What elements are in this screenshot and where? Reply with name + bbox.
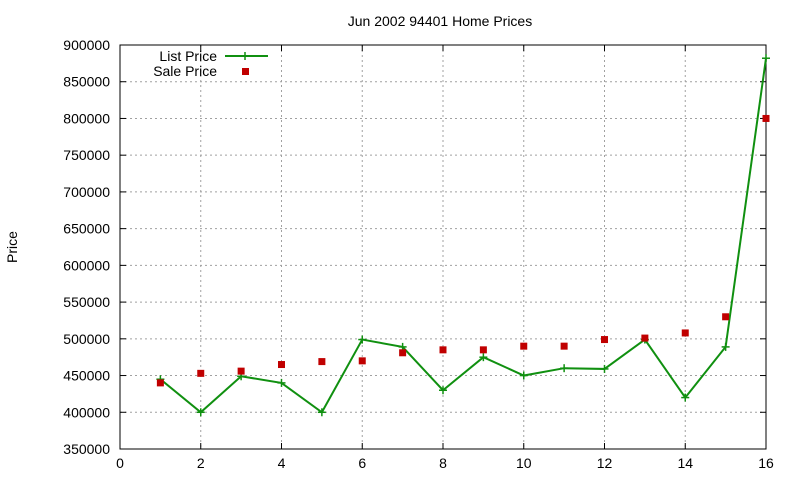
legend-label-sale-price: Sale Price xyxy=(153,63,217,79)
list-price-point xyxy=(560,364,569,373)
sale-price-point xyxy=(560,342,568,350)
legend-label-list-price: List Price xyxy=(159,48,217,64)
y-tick-label: 750000 xyxy=(63,147,110,163)
y-tick-label: 500000 xyxy=(63,331,110,347)
sale-price-point xyxy=(237,367,245,375)
list-price-point xyxy=(317,408,326,417)
sale-price-point xyxy=(722,313,730,321)
x-tick-label: 6 xyxy=(358,455,366,471)
y-tick-label: 650000 xyxy=(63,221,110,237)
x-tick-label: 0 xyxy=(116,455,124,471)
sale-price-point xyxy=(641,334,649,342)
sale-price-point xyxy=(601,336,608,344)
list-price-point xyxy=(721,342,730,351)
x-tick-label: 12 xyxy=(597,455,613,471)
x-tick-label: 16 xyxy=(758,455,774,471)
series xyxy=(156,54,770,417)
list-price-point xyxy=(519,371,528,380)
list-price-point xyxy=(762,54,770,63)
sale-price-point xyxy=(520,342,528,350)
x-tick-label: 8 xyxy=(439,455,447,471)
list-price-point xyxy=(479,353,488,362)
y-tick-label: 800000 xyxy=(63,110,110,126)
list-price-point xyxy=(439,386,447,395)
legend-marker-list-price xyxy=(241,52,249,60)
sale-price-point xyxy=(479,346,487,354)
sale-price-point xyxy=(197,369,205,377)
y-tick-label: 600000 xyxy=(63,257,110,273)
y-tick-label: 550000 xyxy=(63,294,110,310)
list-price-point xyxy=(196,408,205,417)
y-tick-label: 400000 xyxy=(63,404,110,420)
y-axis-label: Price xyxy=(4,231,20,263)
list-price-line xyxy=(159,58,767,414)
sale-price-point xyxy=(318,358,326,366)
list-price-point xyxy=(681,393,690,402)
x-tick-label: 4 xyxy=(278,455,286,471)
x-tick-label: 10 xyxy=(516,455,532,471)
x-tick-label: 14 xyxy=(677,455,693,471)
sale-price-point xyxy=(156,379,164,387)
list-price-point xyxy=(358,335,367,344)
y-tick-label: 450000 xyxy=(63,368,110,384)
y-tick-label: 900000 xyxy=(63,37,110,53)
sale-price-point xyxy=(399,349,407,357)
sale-price-point xyxy=(681,329,689,337)
x-tick-label: 2 xyxy=(197,455,205,471)
y-tick-label: 850000 xyxy=(63,74,110,90)
legend: List Price Sale Price xyxy=(153,48,268,79)
chart-title: Jun 2002 94401 Home Prices xyxy=(348,13,532,29)
legend-marker-sale-price xyxy=(242,68,249,75)
y-tick-label: 700000 xyxy=(63,184,110,200)
axis-ticks: 350000 400000 450000 500000 550000 600000 6500… xyxy=(63,37,774,471)
y-tick-label: 350000 xyxy=(63,441,110,457)
sale-price-point xyxy=(762,114,770,122)
list-price-point xyxy=(277,378,286,387)
sale-price-point xyxy=(439,346,447,354)
sale-price-point xyxy=(358,357,366,365)
list-price-point xyxy=(600,364,609,373)
sale-price-point xyxy=(278,361,285,369)
